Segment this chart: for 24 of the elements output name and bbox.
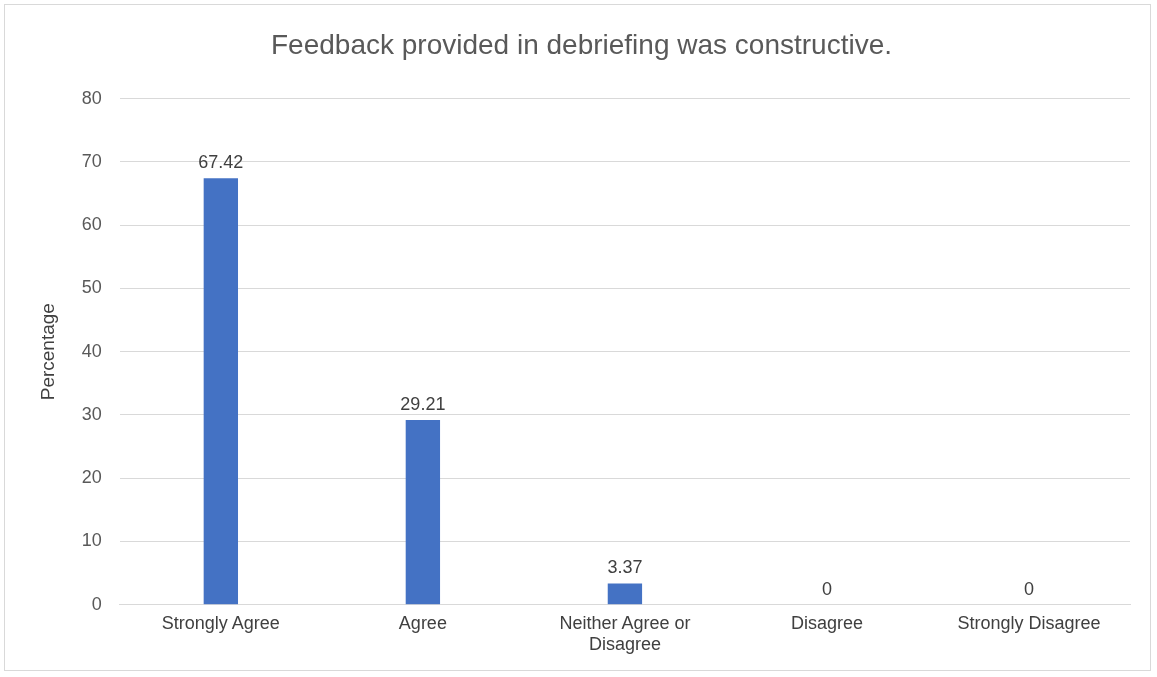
y-tick-label: 60	[81, 214, 102, 235]
x-tick-label: Neither Agree or Disagree	[559, 612, 691, 655]
data-label: 29.21	[400, 393, 446, 414]
y-tick-label: 0	[91, 593, 102, 614]
y-tick-label: 20	[81, 467, 102, 488]
x-tick-label: Strongly Disagree	[957, 612, 1101, 633]
data-label: 67.42	[198, 152, 244, 173]
chart-title: Feedback provided in debriefing was constructive.	[270, 28, 893, 60]
y-tick-label: 40	[81, 340, 102, 361]
bar	[405, 419, 441, 605]
bar	[203, 178, 239, 605]
y-tick-label: 10	[81, 530, 102, 551]
y-tick-label: 80	[81, 87, 102, 108]
data-label: 0	[821, 578, 832, 599]
x-tick-label: Strongly Agree	[161, 612, 280, 633]
bar	[607, 583, 643, 605]
x-tick-label: Disagree	[790, 612, 863, 633]
y-tick-label: 50	[81, 277, 102, 298]
y-tick-label: 30	[81, 403, 102, 424]
data-label: 0	[1023, 578, 1034, 599]
y-tick-label: 70	[81, 150, 102, 171]
x-tick-label: Agree	[398, 612, 447, 633]
y-axis-title: Percentage	[36, 303, 58, 401]
data-label: 3.37	[607, 557, 643, 578]
